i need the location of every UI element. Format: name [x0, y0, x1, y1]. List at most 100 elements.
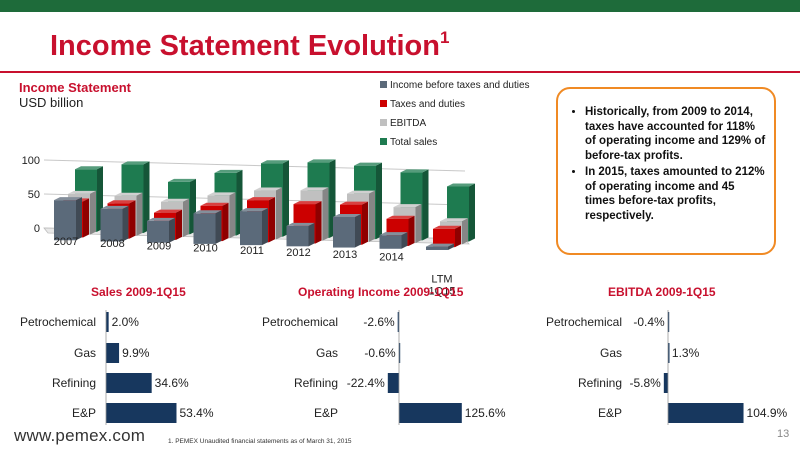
hbar: [399, 403, 462, 423]
x-tick-label: 2011: [240, 245, 264, 257]
bar-top: [400, 169, 429, 173]
bar-front: [333, 216, 355, 248]
bar-top: [426, 243, 454, 247]
bar-side: [122, 205, 129, 242]
ebitda-chart-title: EBITDA 2009-1Q15: [608, 285, 716, 299]
bar-top: [386, 215, 415, 219]
x-tick-label: 2010: [193, 243, 217, 255]
value-label: 104.9%: [747, 406, 788, 420]
hbar: [106, 403, 177, 423]
bar-top: [161, 198, 189, 202]
bar-top: [307, 159, 336, 163]
hbar: [668, 403, 744, 423]
bar-front: [147, 220, 169, 243]
bar-side: [376, 162, 382, 240]
category-label: Refining: [294, 376, 338, 390]
bar-top: [286, 222, 315, 226]
bar-side: [76, 197, 82, 241]
legend-item: EBITDA: [380, 119, 530, 138]
value-label: 125.6%: [465, 406, 506, 420]
x-tick-label: 2013: [333, 249, 357, 261]
bar-top: [261, 160, 289, 164]
ebitda-chart: Petrochemical -0.4% Gas 1.3% Refining -5.8% E&…: [546, 310, 788, 425]
legend-swatch: [380, 119, 387, 126]
x-tick-label: LTM 1Q15: [429, 274, 456, 298]
bar-top: [147, 217, 175, 221]
value-label: 2.0%: [112, 315, 140, 329]
bar-side: [90, 190, 96, 235]
title-underline: [0, 71, 800, 73]
legend-swatch: [380, 138, 387, 145]
category-label: Refining: [52, 376, 96, 390]
slide-title-text: Income Statement Evolution: [50, 30, 440, 62]
main-chart-unit: USD billion: [19, 95, 84, 110]
value-label: -0.4%: [633, 315, 665, 329]
bar-front: [100, 208, 123, 242]
callout-bullet-2: In 2015, taxes amounted to 212% of opera…: [585, 165, 766, 223]
hbar: [106, 373, 152, 393]
bar-side: [276, 187, 282, 240]
operating-income-chart-title: Operating Income 2009-1Q15: [298, 285, 464, 299]
legend-item: Total sales: [380, 138, 530, 157]
hbar: [397, 312, 400, 332]
bar-top: [168, 178, 196, 182]
value-label: -0.6%: [364, 346, 396, 360]
bar-top: [121, 161, 150, 165]
bar-side: [129, 200, 136, 239]
bar-top: [293, 201, 322, 205]
bar-side: [222, 202, 229, 242]
bar-front: [193, 213, 216, 244]
bar-top: [440, 218, 468, 222]
page-number: 13: [777, 428, 790, 440]
bar-front: [286, 225, 309, 247]
bar-side: [83, 198, 89, 238]
legend-swatch: [380, 100, 387, 107]
callout-list: Historically, from 2009 to 2014, taxes h…: [568, 105, 766, 223]
category-label: E&P: [598, 406, 622, 420]
hbar: [667, 312, 670, 332]
hbar: [387, 373, 399, 393]
legend-item: Income before taxes and duties: [380, 81, 530, 100]
legend-label: Income before taxes and duties: [390, 80, 530, 91]
bar-side: [469, 183, 475, 242]
y-tick-label: 50: [28, 189, 40, 201]
header-bar: [0, 0, 800, 12]
value-label: 1.3%: [672, 346, 700, 360]
bar-side: [269, 197, 275, 243]
bar-top: [207, 192, 236, 196]
bar-side: [322, 187, 329, 241]
bar-front: [433, 228, 455, 248]
bar-side: [448, 243, 454, 250]
legend-item: Taxes and duties: [380, 100, 530, 119]
hbar: [106, 343, 120, 363]
sales-chart: Petrochemical 2.0% Gas 9.9% Refining 34.6% E&P…: [20, 310, 214, 425]
bar-side: [462, 218, 468, 245]
title-footnote-marker: 1: [439, 28, 450, 47]
bar-front: [379, 235, 402, 249]
category-label: Petrochemical: [20, 315, 96, 329]
category-label: Refining: [578, 376, 622, 390]
bar-side: [315, 201, 322, 244]
x-tick-label: 2009: [147, 240, 171, 252]
bar-top: [347, 190, 375, 194]
bar-side: [362, 201, 368, 245]
slide-title: Income Statement Evolution1: [50, 28, 450, 63]
category-label: Gas: [600, 346, 622, 360]
value-label: 53.4%: [179, 406, 213, 420]
footer-url[interactable]: www.pemex.com: [14, 426, 146, 445]
bar-top: [154, 209, 182, 213]
bar-top: [393, 204, 422, 208]
main-chart-plot: 0 50 100 2007 2008 2009 2010 2011 2012 2013 2014 LT…: [22, 155, 475, 298]
value-label: 34.6%: [155, 376, 189, 390]
y-tick-label: 100: [22, 155, 40, 167]
bar-side: [422, 169, 429, 241]
value-label: 9.9%: [122, 346, 150, 360]
bar-top: [75, 166, 103, 170]
bar-top: [193, 210, 222, 214]
bar-side: [183, 198, 189, 238]
value-label: -22.4%: [347, 376, 385, 390]
category-label: Petrochemical: [262, 315, 338, 329]
bar-top: [340, 201, 368, 205]
bar-front: [426, 246, 448, 250]
